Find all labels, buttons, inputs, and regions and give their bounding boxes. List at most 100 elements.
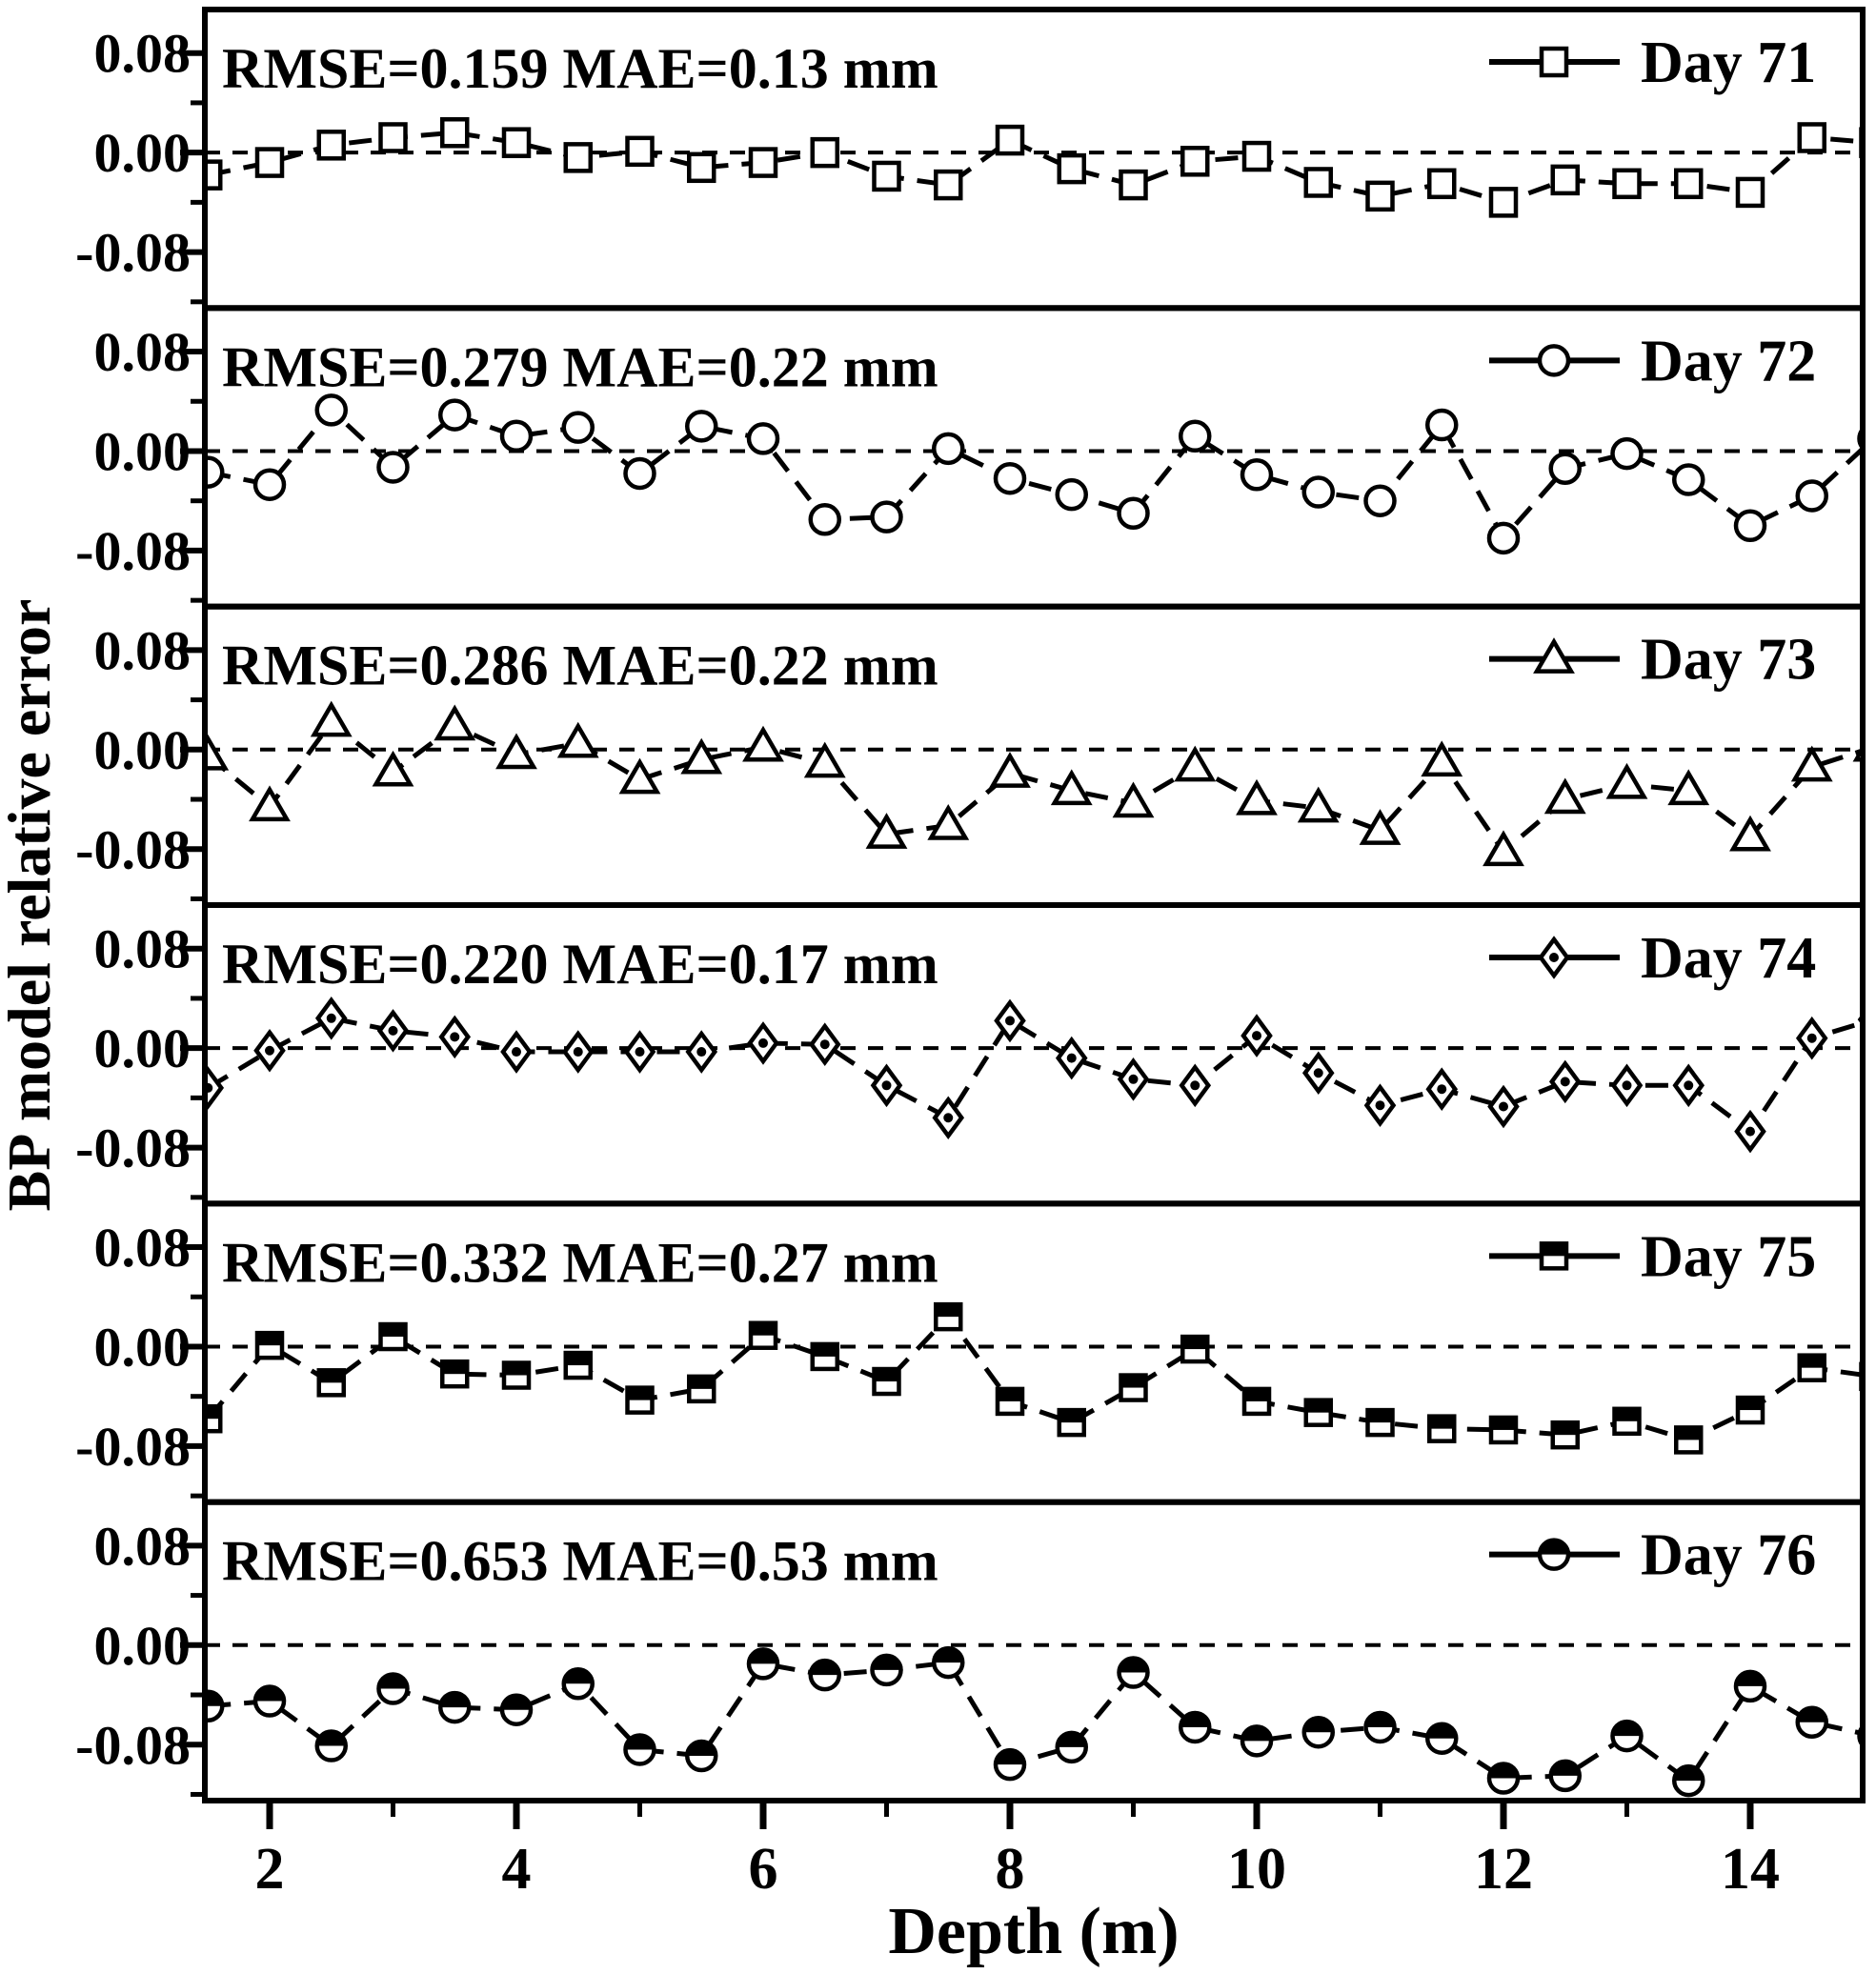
- open-circle-marker-icon: [314, 393, 348, 427]
- square-top-half-fill: [874, 1369, 899, 1382]
- square-top-half-fill: [1799, 1355, 1825, 1368]
- square-top-half-fill: [936, 1304, 961, 1318]
- square-top-half-fill: [1552, 1422, 1578, 1436]
- x-tick-label: 6: [749, 1837, 778, 1902]
- circle-top-half-fill: [1489, 1763, 1518, 1779]
- square-top-half-fill: [1676, 1427, 1702, 1440]
- square-glyph: [208, 159, 223, 191]
- open-triangle-marker-icon: [1174, 745, 1217, 782]
- x-tick-label: 8: [996, 1837, 1025, 1902]
- x-tick-label: 10: [1227, 1837, 1286, 1902]
- half-filled-circle-marker-icon: [993, 1747, 1027, 1782]
- series-day-73: [208, 700, 1861, 867]
- open-circle-marker-icon: [1363, 484, 1397, 517]
- open-circle-marker-icon: [1486, 521, 1521, 555]
- square-glyph: [563, 142, 593, 173]
- diamond-dot-marker-icon: [1857, 1015, 1861, 1024]
- diamond-center-dot: [943, 1113, 954, 1123]
- open-triangle-marker-icon: [310, 700, 353, 737]
- half-filled-square-marker-icon: [1674, 1425, 1704, 1455]
- triangle-glyph: [1533, 637, 1575, 674]
- open-square-marker-icon: [316, 130, 346, 161]
- circle-glyph: [1179, 419, 1212, 453]
- half-filled-circle-marker-icon: [1672, 1763, 1705, 1798]
- circle-glyph: [685, 410, 718, 443]
- circle-top-half-fill: [687, 1742, 716, 1756]
- circle-glyph: [1857, 428, 1861, 450]
- circle-glyph: [1733, 509, 1767, 543]
- open-triangle-marker-icon: [1729, 815, 1771, 852]
- half-filled-square-marker-icon: [1797, 1353, 1826, 1382]
- half-filled-square-marker-icon: [687, 1374, 716, 1404]
- series-day-71: [208, 117, 1861, 218]
- square-top-half-fill: [1182, 1337, 1208, 1350]
- square-glyph: [1488, 187, 1519, 218]
- open-triangle-marker-icon: [989, 752, 1031, 788]
- open-circle-marker-icon: [1610, 436, 1644, 471]
- square-top-half-fill: [1305, 1400, 1331, 1413]
- half-filled-square-marker-icon: [1539, 1241, 1569, 1271]
- diamond-center-dot: [881, 1080, 892, 1091]
- open-circle-marker-icon: [808, 503, 841, 536]
- half-filled-circle-marker-icon: [1548, 1759, 1582, 1793]
- square-glyph: [1119, 169, 1148, 201]
- circle-top-half-fill: [1550, 1761, 1580, 1776]
- open-square-marker-icon: [563, 142, 593, 173]
- panel-day-71: 0.08 0.00 -0.08 RMSE=0.159 MAE=0.13 mm Day 7…: [75, 7, 1866, 312]
- square-top-half-fill: [1542, 1243, 1566, 1257]
- square-glyph: [1550, 164, 1580, 196]
- open-triangle-marker-icon: [434, 704, 476, 741]
- diamond-dot-marker-icon: [500, 1030, 533, 1074]
- half-filled-square-marker-icon: [208, 1403, 223, 1434]
- half-filled-circle-marker-icon: [1610, 1719, 1644, 1753]
- triangle-glyph: [1543, 777, 1586, 815]
- half-filled-circle-marker-icon: [623, 1733, 656, 1766]
- half-filled-square-marker-icon: [1550, 1420, 1580, 1450]
- diamond-center-dot: [1560, 1077, 1570, 1087]
- half-filled-square-marker-icon: [748, 1320, 778, 1350]
- half-filled-square-marker-icon: [1365, 1407, 1395, 1438]
- half-filled-circle-marker-icon: [1055, 1730, 1088, 1764]
- legend-day-73: Day 73: [1489, 628, 1816, 693]
- circle-top-half-fill: [1242, 1726, 1271, 1742]
- half-filled-square-marker-icon: [1303, 1398, 1333, 1427]
- triangle-glyph: [1852, 747, 1861, 762]
- diamond-dot-marker-icon: [376, 1009, 410, 1053]
- open-triangle-marker-icon: [865, 813, 908, 849]
- half-filled-square-marker-icon: [810, 1341, 839, 1372]
- circle-top-half-fill: [1540, 1540, 1568, 1555]
- open-triangle-marker-icon: [927, 803, 970, 840]
- triangle-glyph: [208, 734, 230, 771]
- square-glyph: [625, 135, 655, 168]
- diamond-center-dot: [696, 1047, 707, 1058]
- half-filled-square-marker-icon: [1119, 1373, 1148, 1402]
- triangle-glyph: [1421, 740, 1463, 777]
- open-square-marker-icon: [1427, 168, 1457, 200]
- triangle-glyph: [1050, 769, 1093, 806]
- half-filled-circle-marker-icon: [685, 1739, 718, 1773]
- circle-glyph: [808, 503, 841, 536]
- triangle-glyph: [1483, 830, 1524, 867]
- open-square-marker-icon: [748, 147, 778, 178]
- circle-glyph: [870, 500, 903, 534]
- diamond-center-dot: [388, 1025, 398, 1036]
- square-glyph: [440, 117, 470, 149]
- circle-top-half-fill: [502, 1695, 531, 1710]
- triangle-glyph: [1729, 815, 1771, 852]
- triangle-glyph: [1236, 778, 1278, 816]
- square-top-half-fill: [442, 1361, 468, 1375]
- diamond-center-dot: [758, 1037, 768, 1048]
- square-top-half-fill: [257, 1333, 282, 1346]
- circle-top-half-fill: [1119, 1658, 1148, 1673]
- open-square-marker-icon: [501, 127, 532, 158]
- half-filled-circle-marker-icon: [1857, 1725, 1861, 1746]
- triangle-glyph: [1667, 769, 1710, 806]
- legend-day-74: Day 74: [1489, 926, 1816, 991]
- open-square-marker-icon: [810, 136, 839, 169]
- square-glyph: [1057, 152, 1086, 185]
- y-tick-label: -0.08: [75, 1416, 191, 1478]
- diamond-center-dot: [1745, 1126, 1755, 1137]
- circle-glyph: [1537, 344, 1571, 377]
- diamond-dot-marker-icon: [932, 1096, 965, 1140]
- diamond-dot-marker-icon: [314, 997, 348, 1040]
